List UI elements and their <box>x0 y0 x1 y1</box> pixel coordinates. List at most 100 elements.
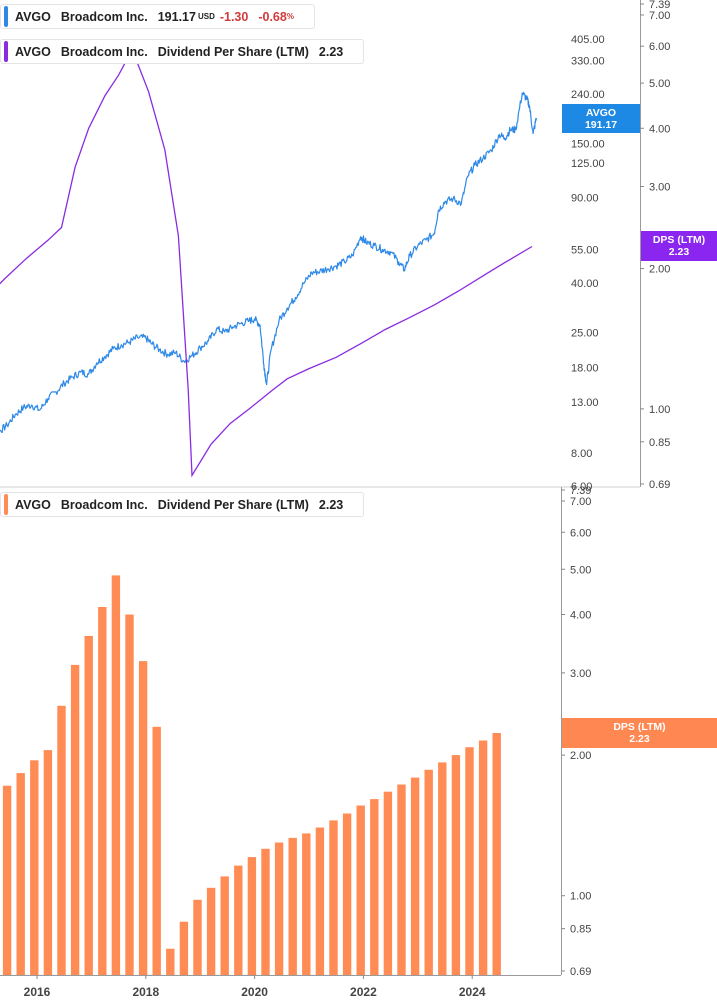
dps-badge-value: 2.23 <box>668 246 690 258</box>
dps-bar <box>329 820 338 975</box>
price-tick-label: 25.00 <box>571 328 599 340</box>
legend-change: -1.30 <box>219 9 249 24</box>
legend-pct-symbol: % <box>286 12 294 21</box>
dps-bar <box>193 899 202 975</box>
dps-bar <box>57 705 66 975</box>
legend-dps-bottom[interactable]: AVGO Broadcom Inc. Dividend Per Share (L… <box>0 492 365 517</box>
price-tick-label: 125.00 <box>571 158 605 170</box>
dps-badge-top: DPS (LTM) 2.23 <box>641 231 717 261</box>
legend-value: 2.23 <box>318 44 344 59</box>
dps-bar <box>370 799 379 975</box>
dps-bar <box>125 614 134 975</box>
dps-bar <box>274 842 284 975</box>
dps-bar <box>220 876 229 975</box>
dps-bar <box>302 833 311 975</box>
legend-dps-top[interactable]: AVGO Broadcom Inc. Dividend Per Share (L… <box>0 39 365 64</box>
dps-bar <box>438 762 447 975</box>
dps-line <box>0 48 533 478</box>
legend-pct: -0.68 <box>258 9 287 24</box>
price-badge-ticker: AVGO <box>585 107 617 119</box>
dps-bar <box>43 750 53 975</box>
dps-bar <box>342 813 352 975</box>
dps-bar <box>451 755 461 975</box>
legend-company: Broadcom Inc. <box>60 44 148 59</box>
dps-bar <box>84 635 93 975</box>
legend-ticker: AVGO <box>15 9 51 24</box>
bar-tick-label: 2.00 <box>570 750 591 762</box>
dps-bar <box>315 827 325 975</box>
price-tick-label: 8.00 <box>571 448 592 460</box>
dps-bar <box>383 791 393 975</box>
dps-bar <box>478 740 488 975</box>
price-tick-label: 13.00 <box>571 397 599 409</box>
bar-tick-label: 1.00 <box>570 891 591 903</box>
dps-tick-label: 6.00 <box>649 41 670 53</box>
bar-tick-label: 0.69 <box>570 966 591 978</box>
dps-bar <box>410 777 420 975</box>
price-line <box>0 91 537 433</box>
x-tick-label: 2020 <box>241 985 268 999</box>
legend-company: Broadcom Inc. <box>60 497 148 512</box>
legend-price[interactable]: AVGO Broadcom Inc. 191.17 USD -1.30 -0.6… <box>0 4 315 29</box>
dps-bar <box>492 733 501 975</box>
price-tick-label: 55.00 <box>571 245 599 257</box>
dps-bar <box>30 760 39 975</box>
dps-bar <box>247 857 257 975</box>
legend-price-value: 191.17 <box>157 9 196 24</box>
x-tick-label: 2018 <box>132 985 159 999</box>
price-tick-label: 240.00 <box>571 89 605 101</box>
dps-tick-label: 7.00 <box>649 10 670 22</box>
legend-value: 2.23 <box>318 497 344 512</box>
legend-ticker: AVGO <box>15 497 51 512</box>
bar-tick-label: 6.00 <box>570 527 591 539</box>
price-tick-label: 405.00 <box>571 34 605 46</box>
price-tick-label: 150.00 <box>571 139 605 151</box>
dps-bar <box>111 575 121 975</box>
price-tick-label: 40.00 <box>571 278 599 290</box>
dps-bar <box>397 784 406 975</box>
dps-bar <box>261 848 270 975</box>
bar-tick-label: 4.00 <box>570 610 591 622</box>
legend-swatch-dps <box>4 41 8 62</box>
dps-bars <box>2 575 501 975</box>
dps-bar <box>356 805 365 975</box>
dps-bar <box>179 921 189 975</box>
axis-lines <box>0 0 644 979</box>
dps-bar <box>98 607 107 975</box>
dps-badge-value: 2.23 <box>629 733 650 745</box>
dps-tick-label: 4.00 <box>649 123 670 135</box>
dps-tick-label: 2.00 <box>649 264 670 276</box>
dps-tick-label: 0.85 <box>649 437 670 449</box>
dps-bar <box>288 837 297 975</box>
legend-unit: USD <box>197 12 215 21</box>
legend-swatch-bars <box>4 494 8 515</box>
bar-tick-label: 7.00 <box>570 496 591 508</box>
bar-tick-label: 3.00 <box>570 668 591 680</box>
dps-badge-label: DPS (LTM) <box>613 721 666 733</box>
dps-bar <box>206 887 216 975</box>
dps-bar <box>138 661 148 975</box>
dps-bar <box>70 664 80 975</box>
dps-tick-label: 7.39 <box>649 0 670 11</box>
dps-bar <box>152 726 161 975</box>
x-tick-label: 2016 <box>24 985 51 999</box>
tick-labels: 405.00 330.00 240.00 150.00 125.00 90.00 55.00… <box>24 0 671 999</box>
price-tick-label: 330.00 <box>571 55 605 67</box>
price-badge-value: 191.17 <box>584 119 618 131</box>
bar-tick-label: 5.00 <box>570 564 591 576</box>
price-tick-label: 6.00 <box>571 481 592 493</box>
dps-bar <box>234 865 243 975</box>
series-lines <box>0 48 537 478</box>
dps-bar <box>2 785 12 975</box>
dps-bar <box>16 773 25 975</box>
dps-tick-label: 3.00 <box>649 181 670 193</box>
bar-tick-label: 0.85 <box>570 924 591 936</box>
price-tick-label: 18.00 <box>571 362 599 374</box>
dps-bar <box>465 747 474 975</box>
bar-tick-label: 7.39 <box>570 485 591 497</box>
dps-tick-label: 5.00 <box>649 78 670 90</box>
legend-ticker: AVGO <box>15 44 51 59</box>
x-tick-label: 2024 <box>459 985 486 999</box>
x-tick-label: 2022 <box>350 985 377 999</box>
dps-badge-bottom: DPS (LTM) 2.23 <box>562 718 717 748</box>
